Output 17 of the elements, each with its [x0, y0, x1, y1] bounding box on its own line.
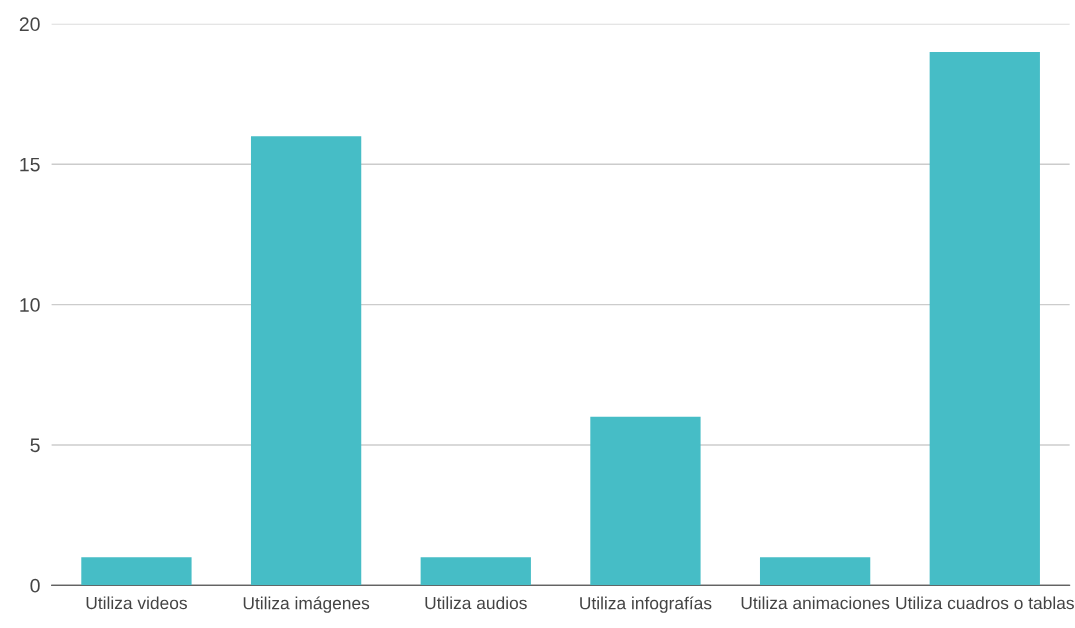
bar	[590, 416, 701, 586]
y-tick-label: 5	[30, 438, 40, 453]
x-tick-label: Utiliza cuadros o tablas	[896, 596, 1074, 610]
x-tick-label: Utiliza videos	[86, 596, 187, 610]
y-tick-label: 15	[20, 157, 40, 172]
bar	[250, 136, 362, 586]
y-tick-label: 10	[20, 298, 40, 312]
y-tick-label: 20	[19, 17, 40, 32]
y-tick-label: 0	[30, 578, 40, 593]
bar	[420, 557, 531, 586]
bar	[81, 557, 192, 586]
bar	[759, 557, 871, 586]
x-tick-label: Utiliza imágenes	[243, 596, 370, 613]
x-tick-label: Utiliza audios	[425, 596, 527, 610]
x-tick-label: Utiliza infografías	[580, 596, 712, 613]
bar	[929, 51, 1040, 586]
x-tick-label: Utiliza animaciones	[741, 596, 890, 610]
